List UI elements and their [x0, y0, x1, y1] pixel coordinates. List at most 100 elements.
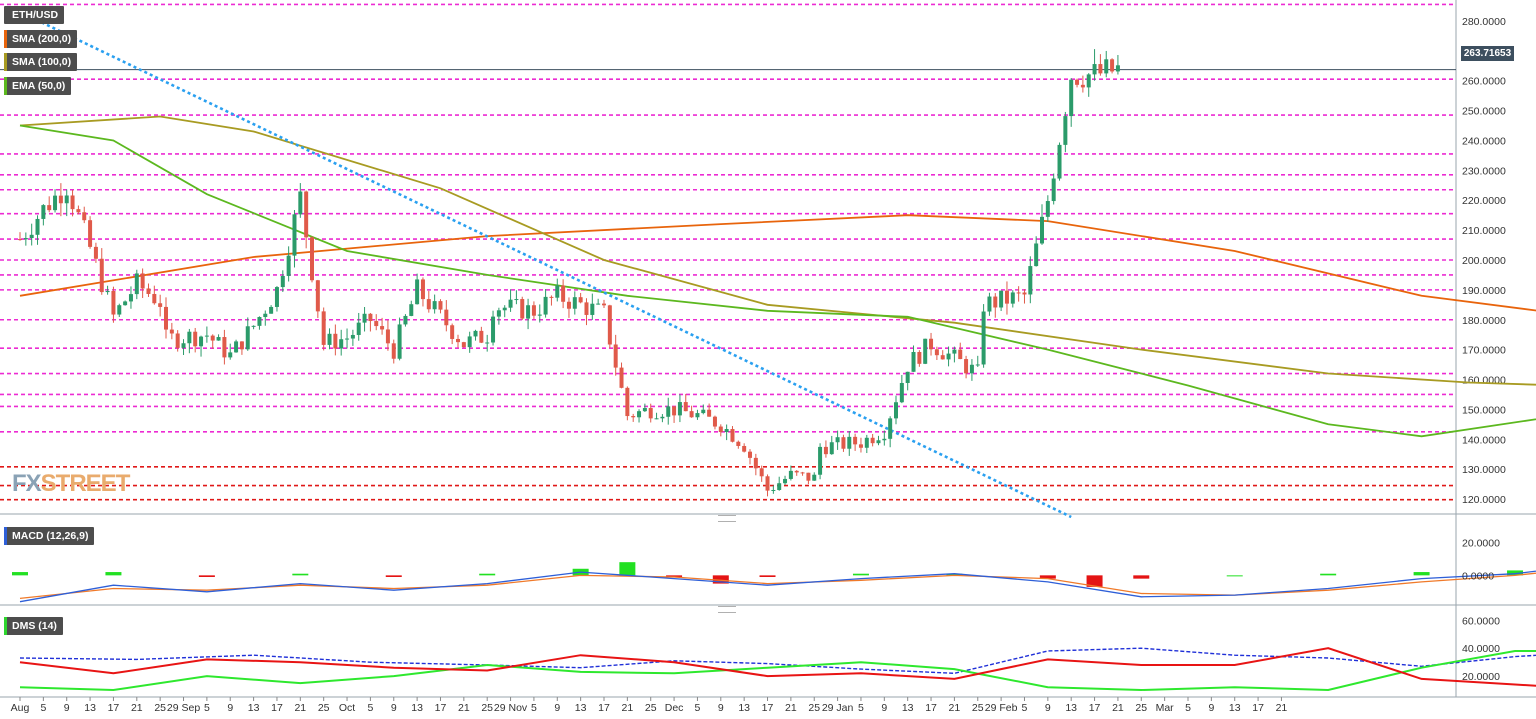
ema50-tag[interactable]: EMA (50,0): [4, 77, 72, 95]
candle-body: [800, 472, 805, 474]
macd-histogram-bar: [105, 572, 122, 576]
candle-body: [677, 402, 682, 416]
candle-body: [584, 302, 589, 315]
x-tick-label: 25: [808, 702, 820, 714]
candle-body: [514, 299, 519, 301]
x-tick-label: 21: [1276, 702, 1288, 714]
x-tick-label: 17: [598, 702, 610, 714]
x-tick-label: 29 Sep: [167, 702, 200, 714]
candle-body: [1034, 243, 1039, 267]
candle-body: [356, 322, 361, 335]
candle-body: [82, 212, 87, 221]
candle-body: [730, 429, 735, 442]
macd-tag[interactable]: MACD (12,26,9): [4, 527, 95, 545]
candle-body: [823, 446, 828, 455]
x-tick-label: 17: [271, 702, 283, 714]
candle-body: [981, 311, 986, 365]
candle-body: [1051, 178, 1056, 202]
y-tick-label: 130.0000: [1462, 464, 1506, 476]
sma200-tag[interactable]: SMA (200,0): [4, 30, 78, 48]
sma100-tag[interactable]: SMA (100,0): [4, 53, 78, 71]
x-tick-label: 17: [762, 702, 774, 714]
x-tick-label: 21: [949, 702, 961, 714]
candle-body: [76, 209, 81, 213]
macd-histogram-bar: [759, 575, 776, 577]
candle-body: [975, 364, 980, 366]
dms-tag[interactable]: DMS (14): [4, 617, 63, 635]
y-tick-label: 210.0000: [1462, 225, 1506, 237]
x-tick-label: Mar: [1156, 702, 1175, 714]
macd-pane: 20.0000 0.0000: [12, 537, 1536, 603]
candle-body: [146, 288, 151, 294]
candle-body: [894, 402, 898, 419]
candle-body: [420, 279, 425, 300]
candle-body: [625, 387, 630, 417]
candle-body: [438, 301, 443, 310]
candle-body: [812, 474, 817, 481]
candle-body: [1045, 201, 1050, 217]
candle-body: [969, 364, 974, 374]
candle-body: [829, 442, 834, 455]
candle-body: [35, 218, 40, 235]
candle-body: [882, 438, 887, 441]
x-tick-label: 13: [411, 702, 423, 714]
candle-body: [1080, 84, 1085, 88]
candle-body: [1086, 74, 1091, 88]
candle-body: [619, 367, 624, 388]
candle-body: [140, 273, 145, 289]
x-tick-label: 5: [204, 702, 210, 714]
x-tick-label: 21: [458, 702, 470, 714]
symbol-tag[interactable]: ETH/USD: [4, 6, 65, 24]
candle-body: [58, 195, 63, 204]
sma100-line: [19, 115, 1536, 386]
candle-body: [93, 246, 98, 259]
candle-body: [1004, 290, 1009, 304]
candle-body: [409, 304, 414, 316]
dms-y-tick-label: 20.0000: [1462, 671, 1500, 683]
candle-body: [216, 337, 221, 341]
candle-body: [607, 305, 612, 345]
macd-histogram-bar: [198, 575, 215, 577]
x-tick-label: 25: [645, 702, 657, 714]
candle-body: [321, 311, 326, 345]
candle-body: [70, 195, 75, 210]
candle-body: [239, 341, 244, 350]
candle-body: [234, 341, 239, 353]
candle-body: [993, 296, 998, 308]
candle-body: [864, 437, 869, 448]
macd-swatch: [4, 527, 7, 545]
candle-body: [783, 478, 788, 484]
pane-resize-handle-macd[interactable]: [718, 515, 736, 522]
x-tick-label: 9: [1045, 702, 1051, 714]
candle-body: [888, 418, 893, 439]
candle-body: [164, 306, 168, 330]
candle-body: [385, 329, 390, 344]
x-tick-label: 17: [1089, 702, 1101, 714]
candle-body: [350, 334, 355, 339]
candle-body: [660, 416, 665, 419]
candle-body: [257, 317, 262, 326]
y-tick-label: 260.0000: [1462, 76, 1506, 88]
candle-body: [368, 313, 373, 322]
candle-body: [105, 291, 110, 293]
candle-body: [788, 470, 793, 479]
candle-body: [345, 338, 350, 340]
macd-histogram-bar: [385, 575, 402, 577]
candle-body: [654, 418, 659, 420]
candle-body: [339, 339, 344, 349]
candle-body: [175, 333, 180, 348]
candle-body: [199, 336, 204, 347]
candle-body: [701, 409, 706, 414]
candle-body: [777, 483, 782, 490]
x-tick-label: 25: [1135, 702, 1147, 714]
macd-histogram-bar: [1039, 575, 1056, 579]
candle-body: [158, 303, 163, 307]
candles: [18, 49, 1120, 497]
pane-resize-handle-dms[interactable]: [718, 606, 736, 613]
candle-body: [502, 307, 507, 311]
candle-body: [1040, 216, 1044, 244]
candle-body: [683, 402, 688, 412]
candle-body: [724, 429, 729, 433]
candle-body: [415, 279, 420, 305]
